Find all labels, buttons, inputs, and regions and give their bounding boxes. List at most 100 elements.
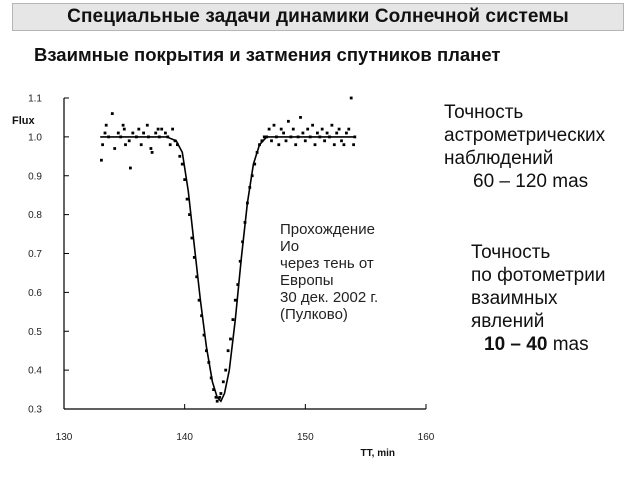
data-point — [218, 395, 222, 399]
photometry-value-unit: mas — [552, 334, 589, 355]
data-point — [180, 162, 184, 166]
data-point — [332, 143, 336, 147]
note-line: астрометрических — [444, 125, 606, 146]
data-point — [233, 298, 237, 302]
data-point — [212, 388, 215, 391]
data-point — [121, 123, 125, 127]
data-point — [258, 143, 261, 147]
data-point — [200, 314, 203, 318]
data-point — [272, 123, 276, 127]
data-point — [195, 275, 199, 279]
annotation-line: Европы — [280, 272, 334, 289]
note-line: явлений — [471, 311, 545, 332]
data-point — [313, 143, 317, 147]
data-points — [100, 96, 357, 403]
data-point — [262, 135, 266, 139]
data-point — [185, 197, 189, 201]
data-point — [116, 131, 120, 135]
data-point — [270, 139, 273, 143]
data-point — [156, 127, 160, 131]
data-point — [243, 221, 247, 224]
note-line: Точность — [444, 102, 524, 123]
data-point — [124, 143, 127, 147]
fit-curve — [100, 136, 354, 403]
data-point — [279, 127, 283, 131]
fit-curve-path — [100, 136, 354, 403]
slide-subtitle: Взаимные покрытия и затмения спутников п… — [34, 44, 501, 65]
y-axis-title: Flux — [12, 115, 35, 127]
data-point — [190, 236, 194, 240]
data-point — [255, 151, 259, 154]
data-point — [214, 395, 218, 399]
data-point — [267, 127, 271, 131]
data-point — [205, 349, 208, 353]
x-tick-label: 160 — [418, 432, 435, 443]
note-line: взаимных — [471, 288, 558, 309]
data-point — [296, 135, 300, 139]
data-point — [168, 143, 172, 147]
data-point — [353, 135, 357, 139]
data-point — [107, 135, 110, 139]
data-point — [178, 154, 182, 158]
annotation-line: (Пулково) — [280, 306, 348, 323]
data-point — [122, 127, 126, 131]
note-line: наблюдений — [444, 148, 554, 169]
data-point — [345, 131, 348, 135]
data-point — [226, 349, 230, 353]
data-point — [135, 135, 138, 139]
slide-title: Специальные задачи динамики Солнечной си… — [67, 6, 569, 27]
data-point — [303, 139, 307, 143]
data-point — [282, 131, 285, 135]
data-point — [250, 174, 254, 178]
data-point — [101, 143, 104, 147]
data-point — [328, 135, 331, 139]
data-point — [176, 143, 179, 147]
photometry-accuracy-note: Точность по фотометрии взаимных явлений … — [471, 241, 605, 356]
data-point — [318, 135, 322, 139]
data-point — [294, 143, 298, 147]
data-point — [215, 399, 219, 403]
data-point — [277, 143, 281, 147]
data-point — [320, 127, 324, 131]
chart-annotation: Прохождение Ио через тень от Европы 30 д… — [280, 221, 378, 323]
y-tick-label: 0.3 — [28, 405, 42, 416]
data-point — [260, 139, 264, 143]
data-point — [142, 131, 145, 135]
y-tick-label: 0.6 — [28, 288, 42, 299]
astrometry-accuracy-value: 60 – 120 mas — [473, 171, 589, 192]
data-point — [113, 147, 117, 150]
data-point — [308, 135, 312, 139]
data-point — [265, 135, 269, 139]
data-point — [183, 178, 187, 181]
data-point — [340, 139, 343, 143]
x-tick-label: 140 — [176, 432, 193, 443]
data-point — [131, 131, 135, 135]
data-point — [287, 119, 290, 123]
data-point — [149, 147, 153, 150]
data-point — [147, 135, 150, 139]
data-point — [104, 123, 108, 127]
data-point — [229, 337, 232, 341]
data-point — [209, 376, 213, 380]
y-tick-label: 0.9 — [28, 171, 42, 182]
data-point — [275, 135, 278, 139]
data-point — [127, 139, 131, 143]
x-tick-label: 130 — [56, 432, 73, 443]
data-point — [173, 139, 177, 143]
data-point — [311, 123, 314, 127]
data-point — [139, 143, 143, 147]
data-point — [231, 318, 235, 321]
note-line: по фотометрии — [471, 265, 606, 286]
data-point — [202, 333, 206, 337]
data-point — [192, 256, 196, 259]
annotation-line: Прохождение — [280, 221, 375, 238]
data-point — [284, 139, 288, 143]
data-point — [224, 368, 228, 372]
chart-axes — [63, 97, 427, 410]
data-point — [157, 135, 161, 139]
data-point — [160, 127, 164, 131]
data-point — [301, 131, 305, 135]
annotation-line: Ио — [280, 238, 300, 255]
data-point — [291, 127, 295, 131]
